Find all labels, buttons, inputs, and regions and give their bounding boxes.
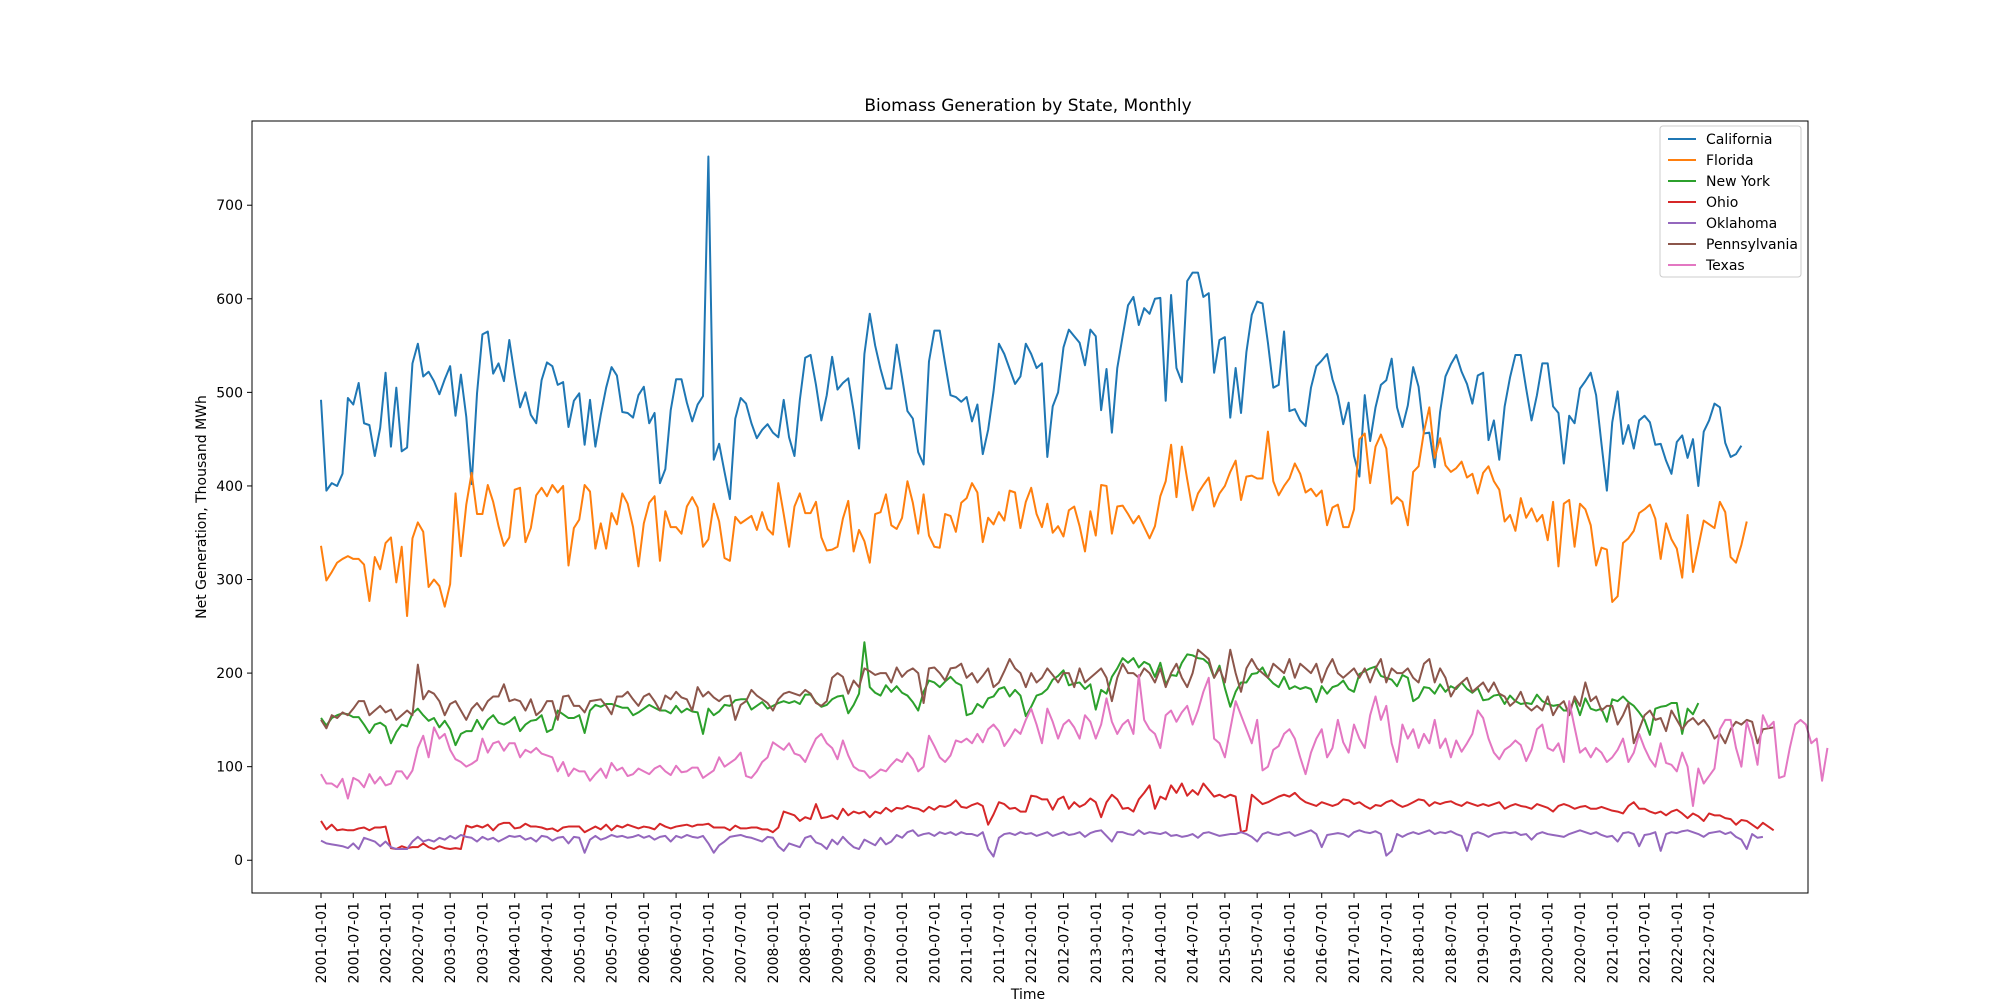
x-tick-label: 2002-07-01 — [411, 902, 427, 983]
x-tick-label: 2009-07-01 — [863, 902, 879, 983]
y-tick-label: 300 — [216, 573, 243, 589]
legend-label: Texas — [1705, 258, 1745, 274]
x-tick-label: 2005-07-01 — [605, 902, 621, 983]
x-tick-label: 2013-07-01 — [1121, 902, 1137, 983]
x-tick-label: 2007-07-01 — [734, 902, 750, 983]
x-tick-label: 2022-01-01 — [1670, 902, 1686, 983]
legend-label: California — [1706, 132, 1772, 148]
x-tick-label: 2018-01-01 — [1412, 902, 1428, 983]
x-tick-label: 2012-07-01 — [1056, 902, 1072, 983]
x-tick-label: 2007-01-01 — [701, 902, 717, 983]
x-tick-label: 2020-01-01 — [1541, 902, 1557, 983]
x-tick-label: 2014-01-01 — [1153, 902, 1169, 983]
y-tick-label: 600 — [216, 292, 243, 308]
series-line-florida — [320, 406, 1748, 618]
series-line-ohio — [320, 782, 1775, 851]
legend-box — [1659, 125, 1802, 278]
y-tick-label: 100 — [216, 760, 243, 776]
x-tick-label: 2006-01-01 — [637, 902, 653, 983]
x-tick-label: 2019-01-01 — [1476, 902, 1492, 983]
y-tick-label: 400 — [216, 479, 243, 495]
x-tick-label: 2009-01-01 — [831, 902, 847, 983]
x-tick-label: 2017-07-01 — [1379, 902, 1395, 983]
x-tick-label: 2003-07-01 — [475, 902, 491, 983]
legend-label: New York — [1706, 174, 1771, 190]
y-tick-label: 0 — [234, 853, 243, 869]
legend: California Florida New York Ohio Oklahoma Pen… — [1659, 125, 1802, 278]
plot-frame — [251, 120, 1809, 894]
axes-layer: 0 100 200 300 400 500 600 700 2001-01-01 2001-07-… — [216, 198, 1718, 983]
x-tick-label: 2015-01-01 — [1218, 902, 1234, 983]
x-tick-label: 2008-07-01 — [798, 902, 814, 983]
legend-label: Oklahoma — [1706, 216, 1777, 232]
legend-label: Pennsylvania — [1706, 237, 1798, 253]
chart-title: Biomass Generation by State, Monthly — [864, 96, 1191, 116]
y-tick-label: 700 — [216, 198, 243, 214]
x-tick-label: 2014-07-01 — [1186, 902, 1202, 983]
series-line-texas — [320, 673, 1829, 807]
x-tick-label: 2004-01-01 — [508, 902, 524, 983]
x-tick-label: 2008-01-01 — [766, 902, 782, 983]
legend-label: Ohio — [1706, 195, 1738, 211]
x-tick-label: 2021-01-01 — [1605, 902, 1621, 983]
x-tick-label: 2012-01-01 — [1024, 902, 1040, 983]
legend-label: Florida — [1706, 153, 1754, 169]
x-tick-label: 2017-01-01 — [1347, 902, 1363, 983]
series-line-california — [320, 155, 1743, 501]
x-tick-label: 2004-07-01 — [540, 902, 556, 983]
x-tick-label: 2013-01-01 — [1089, 902, 1105, 983]
x-tick-label: 2002-01-01 — [379, 902, 395, 983]
x-tick-label: 2015-07-01 — [1250, 902, 1266, 983]
x-tick-label: 2018-07-01 — [1444, 902, 1460, 983]
y-axis-label: Net Generation, Thousand MWh — [194, 395, 210, 619]
series-line-oklahoma — [320, 829, 1764, 858]
x-tick-label: 2011-07-01 — [992, 902, 1008, 983]
x-tick-label: 2020-07-01 — [1573, 902, 1589, 983]
series-line-new-york — [320, 641, 1700, 747]
x-tick-label: 2016-07-01 — [1315, 902, 1331, 983]
x-tick-label: 2021-07-01 — [1638, 902, 1654, 983]
series-line-pennsylvania — [320, 648, 1774, 745]
x-tick-label: 2003-01-01 — [443, 902, 459, 983]
x-axis-label: Time — [1010, 987, 1045, 1000]
x-tick-label: 2019-07-01 — [1508, 902, 1524, 983]
x-tick-label: 2001-07-01 — [346, 902, 362, 983]
x-tick-label: 2016-01-01 — [1282, 902, 1298, 983]
y-tick-label: 500 — [216, 385, 243, 401]
x-tick-label: 2010-01-01 — [895, 902, 911, 983]
x-tick-label: 2010-07-01 — [927, 902, 943, 983]
series-layer — [320, 155, 1829, 858]
x-tick-label: 2006-07-01 — [669, 902, 685, 983]
y-tick-label: 200 — [216, 666, 243, 682]
x-tick-label: 2005-01-01 — [572, 902, 588, 983]
x-tick-label: 2001-01-01 — [314, 902, 330, 983]
x-tick-label: 2011-01-01 — [960, 902, 976, 983]
x-tick-label: 2022-07-01 — [1702, 902, 1718, 983]
